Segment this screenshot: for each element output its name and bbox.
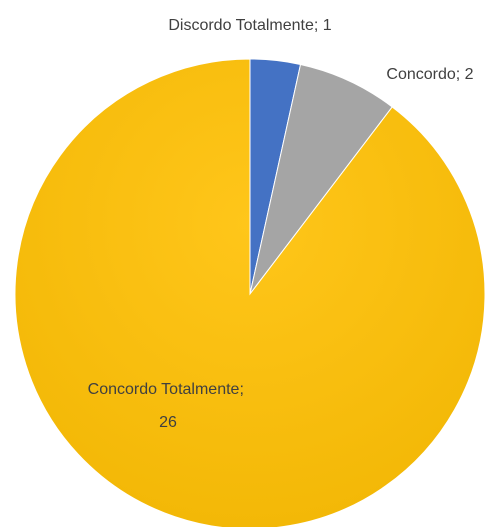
slice-label-concordo-totalmente-line1: Concordo Totalmente; [88, 381, 244, 398]
slice-label-discordo-totalmente: Discordo Totalmente; 1 [168, 17, 331, 34]
slice-label-concordo: Concordo; 2 [386, 66, 473, 83]
pie-slices [14, 58, 486, 527]
slice-label-concordo-totalmente: Concordo Totalmente; 26 [88, 381, 249, 431]
slice-concordo-totalmente [14, 58, 486, 527]
slice-label-concordo-totalmente-line2: 26 [159, 414, 177, 431]
